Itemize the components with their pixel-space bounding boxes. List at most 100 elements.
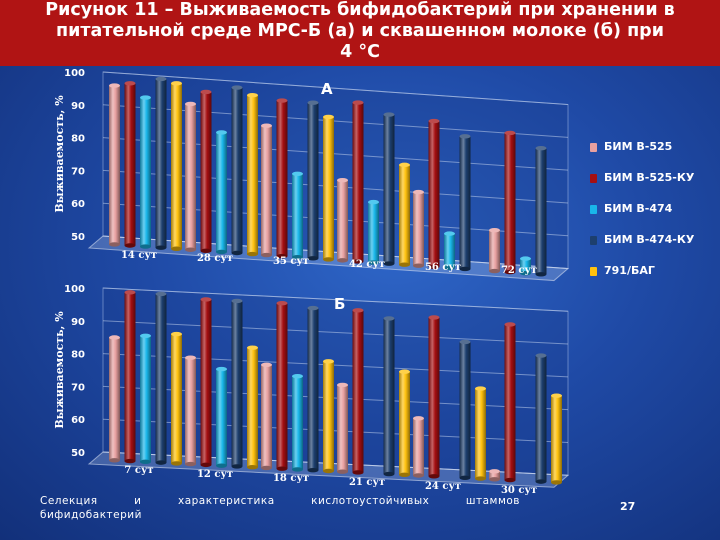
bar bbox=[535, 355, 547, 482]
y-tick-label: 80 bbox=[71, 134, 85, 145]
bar-base bbox=[216, 249, 227, 255]
chart-panel-2: 50 60 70 80 90 100 Выживаемость, % Б 7 сут 12 сут… bbox=[53, 284, 570, 496]
bar-top bbox=[413, 416, 424, 421]
bar-base bbox=[337, 258, 348, 263]
bar bbox=[428, 121, 440, 267]
bar bbox=[261, 364, 272, 468]
gridline bbox=[102, 287, 569, 312]
bar bbox=[247, 347, 258, 468]
bar-base bbox=[185, 461, 196, 467]
bar-base bbox=[276, 466, 288, 471]
x-category-label: 7 сут bbox=[124, 465, 153, 476]
bar-base bbox=[551, 480, 562, 485]
bar-base bbox=[171, 461, 182, 466]
legend-label: БИМ В-474-КУ bbox=[604, 233, 695, 246]
bar-top bbox=[307, 100, 319, 105]
bar-top bbox=[124, 290, 136, 295]
bar bbox=[383, 114, 395, 264]
x-category-label: 28 сут bbox=[197, 253, 233, 264]
bar-top bbox=[140, 95, 151, 100]
bar bbox=[109, 85, 120, 245]
bar bbox=[124, 83, 136, 246]
bar bbox=[140, 97, 151, 247]
footer-line-1: Селекция и характеристика кислотоустойчи… bbox=[40, 495, 520, 507]
bar-top bbox=[155, 291, 167, 297]
bar-top bbox=[200, 297, 212, 302]
bar-top bbox=[109, 335, 120, 340]
bar-top bbox=[155, 76, 167, 82]
bar bbox=[551, 395, 562, 483]
bar-base bbox=[323, 468, 334, 474]
bar bbox=[459, 136, 471, 269]
footer-caption: Селекция и характеристика кислотоустойчи… bbox=[40, 494, 520, 522]
bar bbox=[292, 173, 303, 258]
y-tick-label: 60 bbox=[71, 199, 85, 210]
bar-base bbox=[216, 463, 227, 468]
bar bbox=[276, 100, 288, 257]
y-tick-label: 70 bbox=[71, 382, 85, 393]
y-tick-label: 70 bbox=[71, 166, 85, 177]
bar-top bbox=[216, 366, 227, 372]
y-axis-label: Выживаемость, % bbox=[53, 311, 66, 429]
bar-base bbox=[231, 464, 243, 469]
panel-label: А bbox=[321, 80, 333, 98]
bar bbox=[535, 148, 547, 275]
bar-base bbox=[459, 475, 471, 481]
bar-top bbox=[323, 114, 334, 120]
bar bbox=[504, 324, 516, 481]
bar bbox=[323, 361, 334, 471]
bar bbox=[140, 335, 151, 462]
bar bbox=[276, 303, 288, 469]
bar bbox=[124, 292, 136, 462]
x-category-label: 30 сут bbox=[501, 485, 537, 496]
x-category-label: 14 сут bbox=[121, 250, 157, 261]
bar-base bbox=[504, 269, 516, 275]
bar bbox=[216, 369, 227, 466]
bar bbox=[261, 125, 272, 256]
bar-top bbox=[247, 345, 258, 350]
bar-base bbox=[140, 244, 151, 249]
bar bbox=[247, 95, 258, 255]
bar-base bbox=[323, 257, 334, 262]
legend-swatch bbox=[590, 205, 597, 214]
bar bbox=[520, 258, 531, 274]
gridline bbox=[102, 71, 569, 106]
bar-top bbox=[459, 134, 471, 139]
legend-label: БИМ В-474 bbox=[604, 202, 673, 215]
y-tick-label: 60 bbox=[71, 415, 85, 426]
bar-top bbox=[276, 98, 288, 103]
legend-swatch bbox=[590, 143, 597, 152]
bar-base bbox=[109, 242, 120, 247]
bar bbox=[200, 91, 212, 251]
bar bbox=[200, 299, 212, 465]
panel-label: Б bbox=[334, 295, 345, 313]
bar bbox=[459, 341, 471, 478]
bar-top bbox=[216, 130, 227, 135]
chart-panel-1: 50 60 70 80 90 100 Выживаемость, % А 14 сут 28 су… bbox=[53, 68, 570, 282]
bar bbox=[109, 337, 120, 461]
bar-base bbox=[155, 245, 167, 250]
bar-base bbox=[124, 458, 136, 464]
bar bbox=[216, 132, 227, 252]
bar-top bbox=[475, 386, 486, 391]
bar-base bbox=[399, 472, 410, 477]
bar-base bbox=[535, 272, 547, 277]
bar-base bbox=[292, 255, 303, 260]
bar-top bbox=[261, 362, 272, 367]
bar bbox=[155, 78, 167, 248]
x-category-label: 72 сут bbox=[501, 265, 537, 276]
x-category-label: 21 сут bbox=[349, 477, 385, 488]
bar-top bbox=[124, 81, 136, 86]
bar-top bbox=[185, 355, 196, 360]
bar bbox=[413, 418, 424, 476]
bar-base bbox=[428, 264, 440, 269]
bar-top bbox=[337, 382, 348, 388]
bar-base bbox=[140, 459, 151, 465]
slide-title: Рисунок 11 – Выживаемость бифидобактерий… bbox=[0, 0, 720, 66]
x-category-label: 18 сут bbox=[273, 473, 309, 484]
bar bbox=[307, 308, 319, 471]
bar-base bbox=[383, 261, 395, 266]
bar bbox=[323, 116, 334, 260]
bar-base bbox=[200, 462, 212, 468]
bar bbox=[428, 317, 440, 477]
